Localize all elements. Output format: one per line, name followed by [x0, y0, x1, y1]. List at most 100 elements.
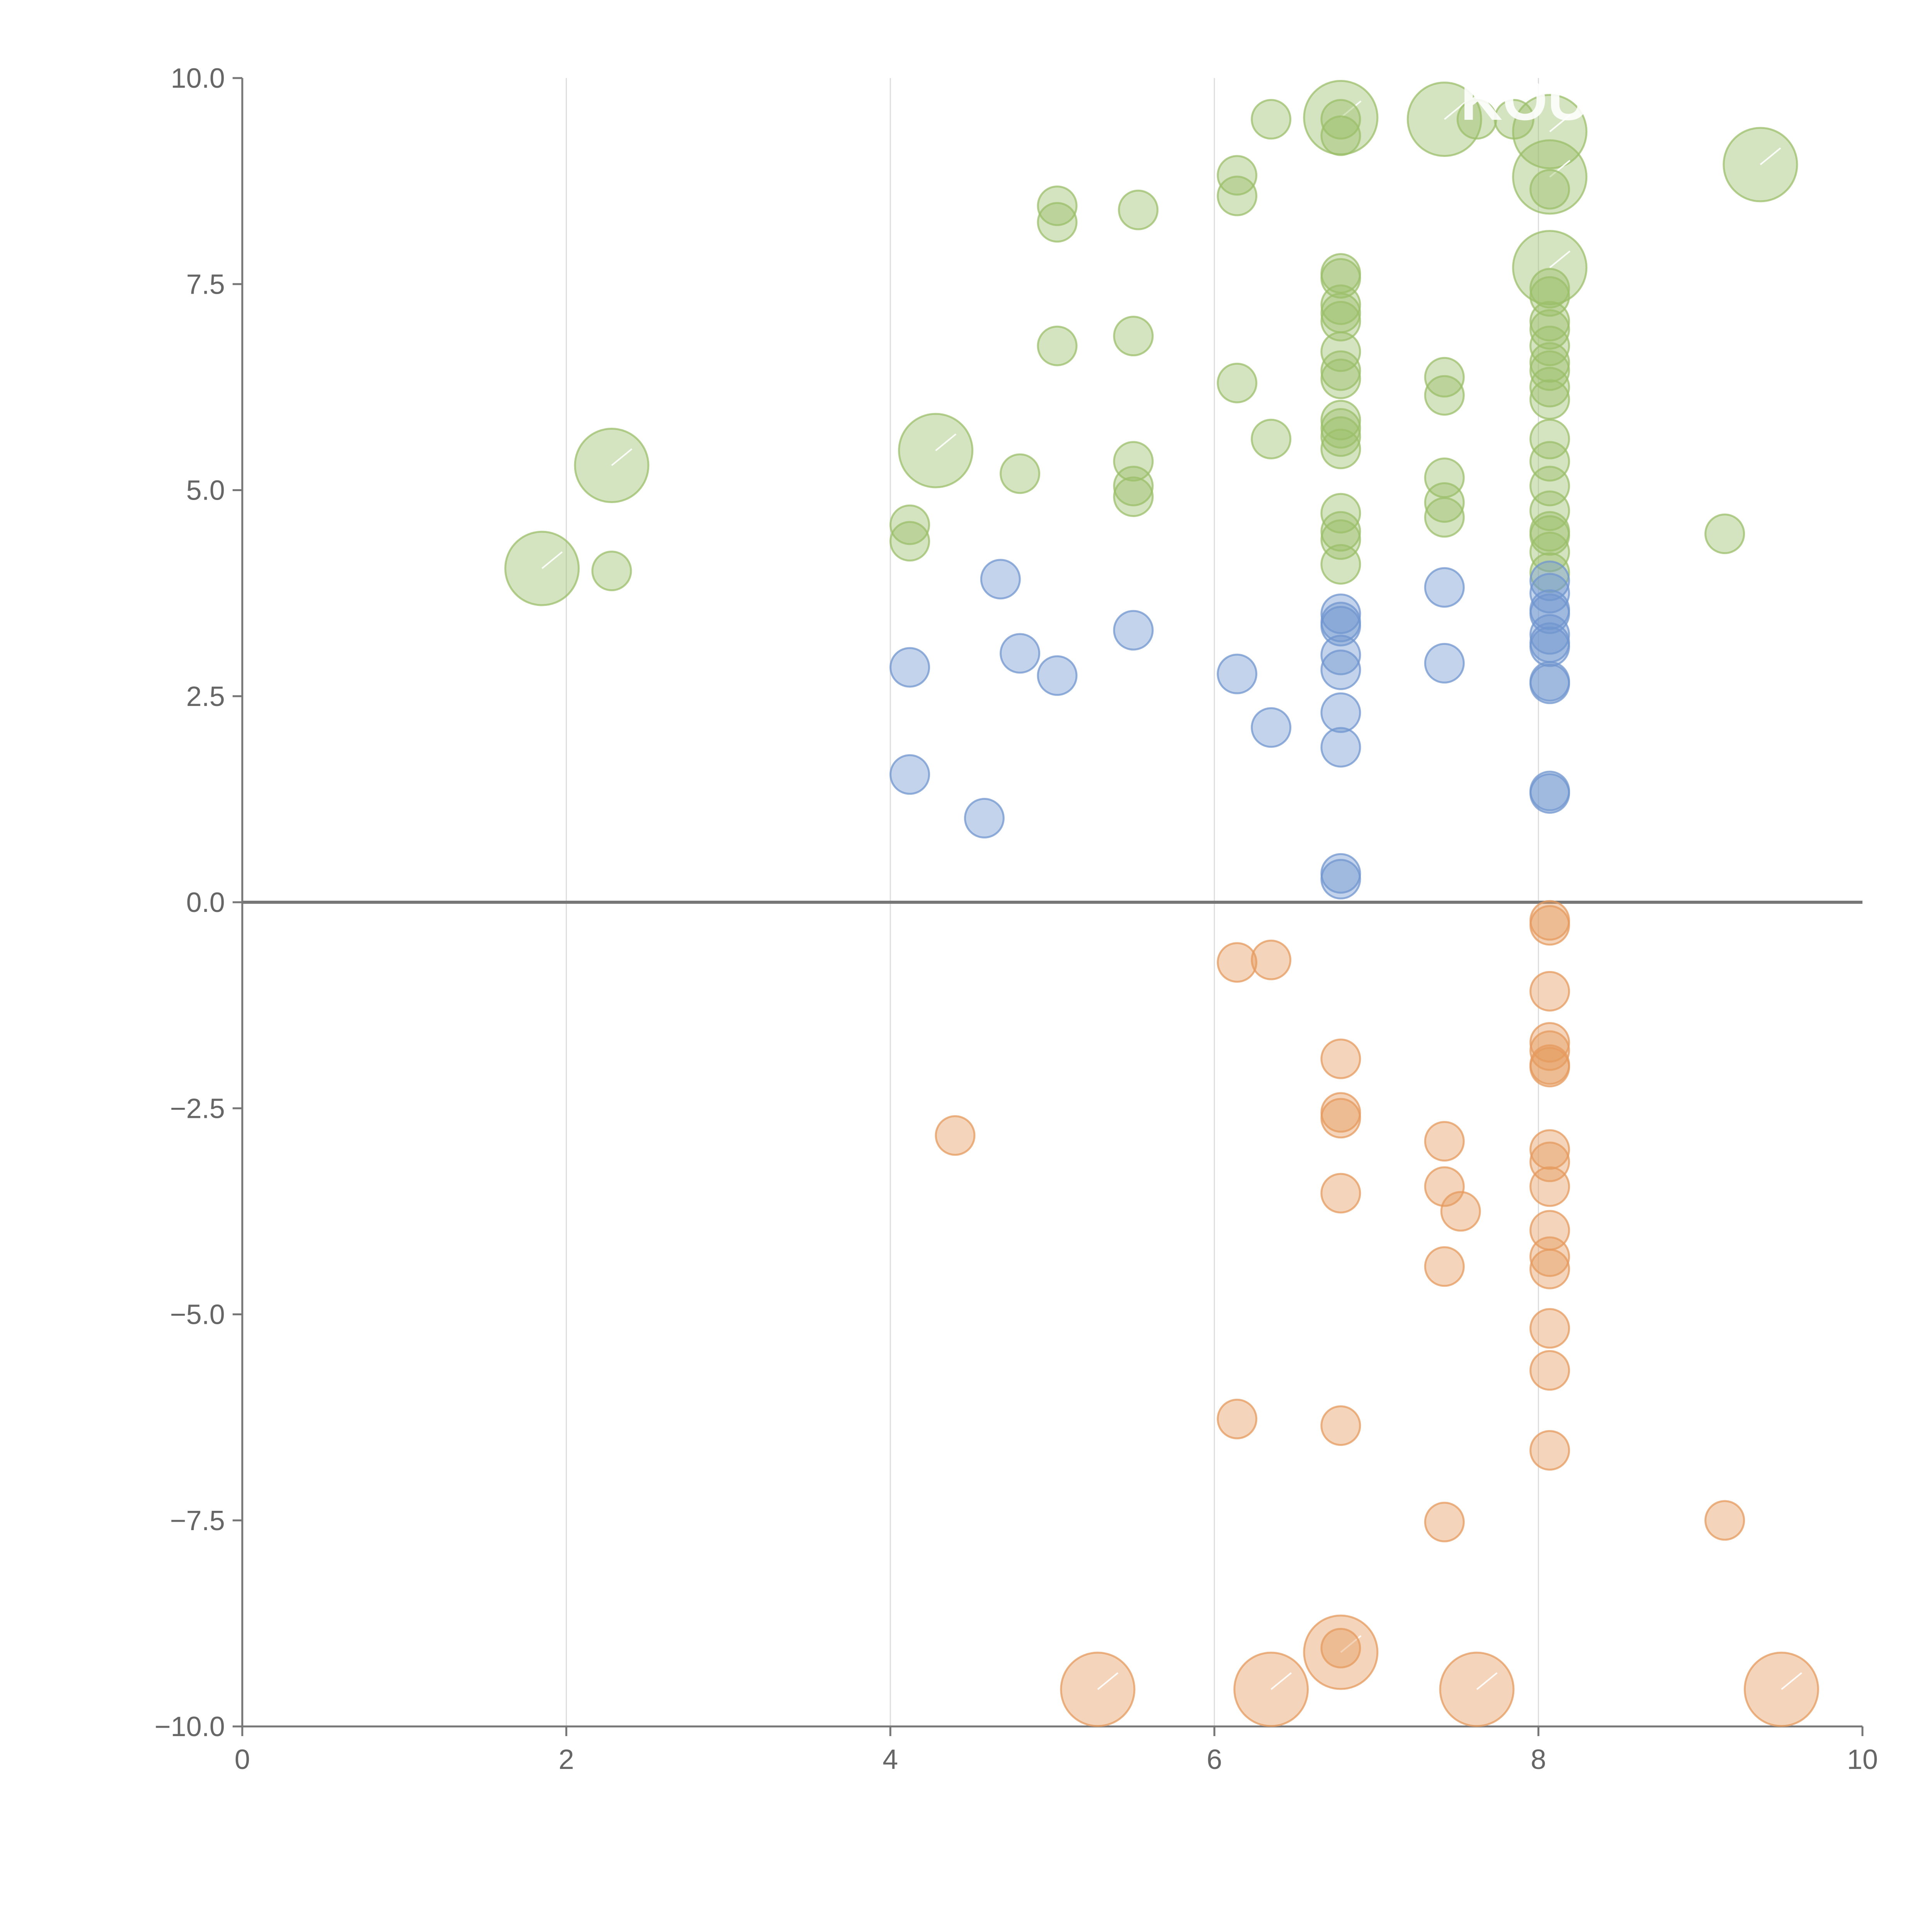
orange-point	[1320, 1628, 1361, 1668]
orange-point	[1529, 1022, 1570, 1063]
orange-point	[935, 1115, 976, 1156]
green-point	[1424, 497, 1465, 538]
blue-point	[1529, 626, 1570, 667]
green-point	[1529, 276, 1570, 317]
blue-point	[1320, 593, 1361, 634]
orange-point	[1320, 1173, 1361, 1214]
green-point	[1113, 476, 1154, 517]
green-point	[1320, 99, 1361, 140]
blue-point	[889, 754, 930, 795]
green-point	[1529, 441, 1570, 482]
green-point	[1037, 185, 1078, 226]
blue-point	[1529, 560, 1570, 601]
blue-point	[889, 647, 930, 688]
green-point	[1320, 284, 1361, 325]
orange-point	[1529, 1166, 1570, 1207]
orange-point	[1320, 1405, 1361, 1446]
green-point	[1529, 367, 1570, 408]
y-tick-label: 2.5	[186, 681, 225, 712]
bubble-highlight	[935, 433, 957, 451]
green-point	[1320, 359, 1361, 400]
orange-point	[1529, 1248, 1570, 1289]
blue-point	[1424, 567, 1465, 608]
blue-point	[1320, 859, 1361, 900]
green-point	[1529, 515, 1570, 556]
green-point	[1424, 357, 1465, 398]
y-tick-label: 5.0	[186, 475, 225, 506]
blue-point	[964, 798, 1005, 838]
x-tick-label: 2	[559, 1744, 574, 1775]
data-points	[504, 80, 1819, 1727]
green-point	[1113, 441, 1154, 482]
x-tick-label: 10	[1847, 1744, 1878, 1775]
green-point	[1320, 115, 1361, 156]
blue-point	[1037, 655, 1078, 696]
blue-point	[1320, 634, 1361, 675]
x-tick-label: 0	[235, 1744, 250, 1775]
y-tick-label: −5.0	[170, 1299, 225, 1330]
green-point	[1529, 350, 1570, 391]
orange-point	[1529, 1350, 1570, 1391]
orange-point	[1217, 942, 1258, 983]
green-point	[1320, 519, 1361, 560]
green-point	[1529, 531, 1570, 572]
green-point	[1529, 309, 1570, 350]
green-point	[1704, 514, 1745, 554]
bubble-highlight	[1549, 250, 1571, 269]
blue-point	[1251, 707, 1292, 748]
orange-point	[1529, 1236, 1570, 1277]
orange-point	[1424, 1166, 1465, 1207]
orange-point	[1424, 1121, 1465, 1162]
green-point	[1217, 155, 1258, 196]
orange-point	[1529, 1030, 1570, 1071]
bubble-highlight	[1270, 1672, 1292, 1690]
y-tick-label: −10.0	[155, 1711, 225, 1742]
green-point	[889, 504, 930, 545]
green-point	[1494, 99, 1535, 140]
green-point	[1424, 482, 1465, 523]
blue-point	[980, 559, 1021, 600]
orange-point	[1529, 1308, 1570, 1349]
orange-point	[1529, 1141, 1570, 1182]
orange-point	[1320, 1098, 1361, 1139]
annotation-label: KOU	[1461, 67, 1589, 132]
green-point	[1320, 301, 1361, 342]
green-point	[1529, 342, 1570, 383]
green-point	[1529, 418, 1570, 459]
y-tick-label: −7.5	[170, 1505, 225, 1536]
blue-point	[1529, 773, 1570, 814]
orange-point	[1529, 1430, 1570, 1471]
green-point	[1529, 490, 1570, 531]
blue-point	[1320, 605, 1361, 646]
blue-point	[1529, 663, 1570, 704]
orange-point	[1440, 1191, 1481, 1232]
green-point	[1529, 268, 1570, 309]
green-point	[1320, 511, 1361, 552]
blue-point	[1320, 649, 1361, 690]
green-point	[1251, 99, 1292, 140]
x-tick-label: 8	[1531, 1744, 1546, 1775]
green-point	[1217, 175, 1258, 216]
green-point	[1529, 325, 1570, 366]
orange-point	[1217, 1398, 1258, 1439]
blue-point	[1320, 727, 1361, 768]
x-tick-label: 6	[1207, 1744, 1222, 1775]
green-point	[1320, 350, 1361, 391]
blue-point	[1529, 573, 1570, 614]
blue-point	[1113, 610, 1154, 651]
x-tick-label: 4	[883, 1744, 898, 1775]
orange-point	[1529, 1129, 1570, 1170]
green-point	[1000, 453, 1041, 494]
bubble-highlight	[1760, 147, 1781, 165]
bubble-highlight	[1444, 102, 1465, 120]
green-point	[1037, 202, 1078, 243]
green-point	[1320, 544, 1361, 585]
y-tick-label: 0.0	[186, 887, 225, 918]
tick-labels: 0 2 4 6 8 10 10.0 7.5 5.0 2.5 0.0 −2.5 −5.0 −7.5 −10.0	[155, 63, 1878, 1775]
orange-point	[1320, 1038, 1361, 1079]
orange-point	[1424, 1246, 1465, 1287]
bubble-highlight	[1781, 1672, 1802, 1690]
green-point	[1529, 301, 1570, 342]
axes	[233, 77, 1864, 1736]
